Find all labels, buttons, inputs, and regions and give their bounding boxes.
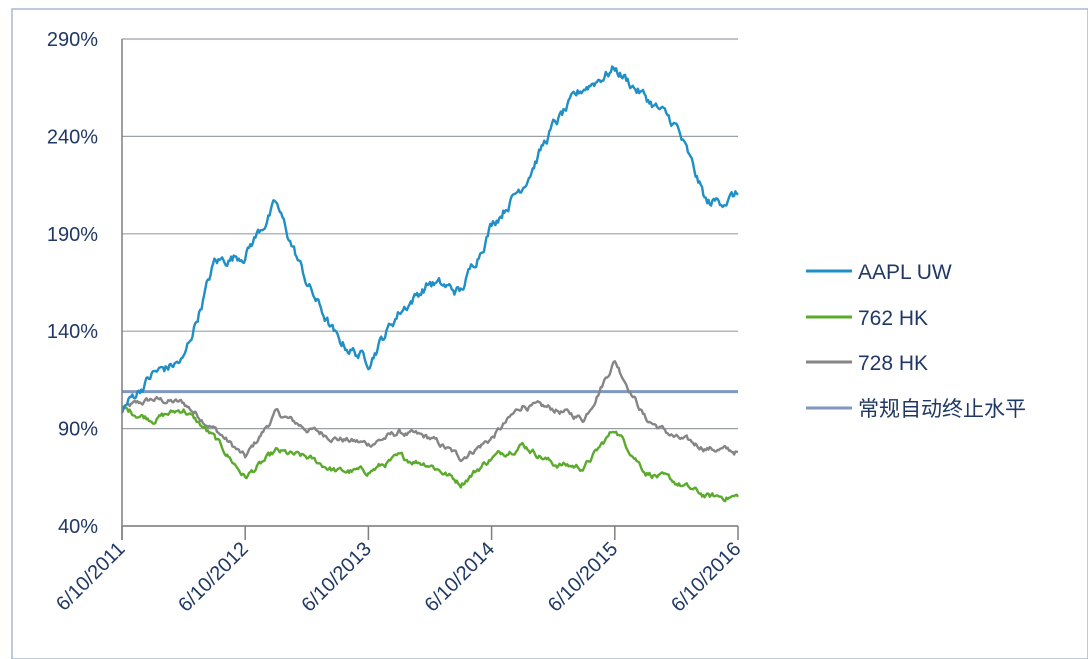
- y-tick-label: 140%: [47, 321, 98, 343]
- series-line-1: [121, 405, 740, 503]
- legend-label: 728 HK: [858, 352, 928, 375]
- y-tick-label: 40%: [58, 516, 98, 538]
- legend-label: 常规自动终止水平: [858, 398, 1026, 421]
- axes: [121, 39, 739, 540]
- y-tick-label: 290%: [47, 29, 98, 51]
- legend-label: AAPL UW: [858, 261, 952, 284]
- series-lines: [120, 65, 740, 503]
- y-tick-labels: 40% 90% 140% 190% 240% 290%: [47, 29, 98, 538]
- series-line-0: [120, 65, 739, 414]
- legend-label: 762 HK: [858, 307, 928, 330]
- y-tick-label: 190%: [47, 224, 98, 246]
- series-line-2: [121, 360, 739, 463]
- y-tick-label: 90%: [58, 419, 98, 441]
- y-tick-label: 240%: [47, 126, 98, 148]
- legend: AAPL UW 762 HK 728 HK 常规自动终止水平: [806, 261, 1026, 421]
- chart-border: [11, 8, 1088, 659]
